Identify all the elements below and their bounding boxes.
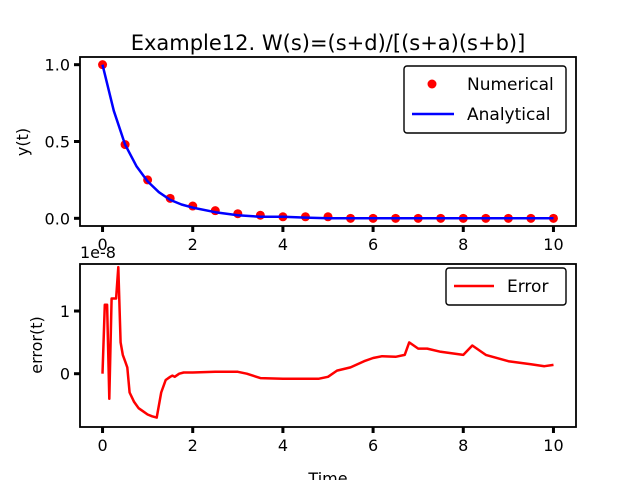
- legend-label-numerical: Numerical: [467, 75, 554, 95]
- bot-xtick-label-10: 10: [543, 436, 563, 455]
- bottom-legend-box: [445, 267, 567, 306]
- bot-xtick-label-2: 2: [188, 436, 198, 455]
- series-line-error: [101, 265, 554, 419]
- top-series: [98, 60, 558, 223]
- bottom-axes-frame: [79, 263, 577, 428]
- point-numerical-10: [323, 212, 333, 222]
- top-xtick-label-6: 6: [368, 235, 378, 254]
- top-xticks: 0 2 4 6 8 10: [97, 226, 564, 254]
- top-legend: Numerical Analytical: [403, 65, 567, 134]
- bottom-xlabel: Time: [307, 469, 347, 480]
- top-xtick-label-8: 8: [458, 235, 468, 254]
- top-ytick-label-2: 1.0: [45, 56, 70, 75]
- legend-label-error: Error: [507, 277, 548, 297]
- bottom-series: [101, 265, 554, 419]
- top-chart-title: Example12. W(s)=(s+d)/[(s+a)(s+b)]: [131, 31, 526, 55]
- bot-xtick-label-0: 0: [97, 436, 107, 455]
- bot-ytick-label-1: 1: [60, 302, 70, 321]
- series-line-analytical: [101, 64, 554, 220]
- top-legend-box: [403, 65, 567, 134]
- top-xtick-label-2: 2: [188, 235, 198, 254]
- bottom-axes: 0 2 4 6 8 10 01 1e-8 error(t) Time Error: [27, 243, 577, 480]
- bottom-yticks: 01: [60, 302, 80, 384]
- point-numerical-7: [255, 210, 265, 220]
- bottom-xticks: 0 2 4 6 8 10: [97, 427, 564, 455]
- top-xtick-label-4: 4: [278, 235, 288, 254]
- legend-label-analytical: Analytical: [467, 105, 550, 125]
- bottom-ylabel: error(t): [27, 316, 46, 374]
- top-ytick-label-0: 0.0: [45, 209, 70, 228]
- bottom-legend: Error: [445, 267, 567, 306]
- top-ylabel: y(t): [13, 128, 32, 156]
- top-xtick-label-10: 10: [543, 235, 563, 254]
- bot-xtick-label-4: 4: [278, 436, 288, 455]
- bot-xtick-label-8: 8: [458, 436, 468, 455]
- top-xtick-label-0: 0: [97, 235, 107, 254]
- top-axes: 0 2 4 6 8 10 0.0 0.5 1.0 Example12. W(s)=(s+d)/…: [13, 31, 577, 254]
- top-ytick-label-1: 0.5: [45, 133, 70, 152]
- bot-ytick-label-0: 0: [60, 365, 70, 384]
- point-numerical-0: [98, 60, 108, 70]
- bot-xtick-label-6: 6: [368, 436, 378, 455]
- top-yticks: 0.0 0.5 1.0: [45, 56, 80, 228]
- bottom-offset-text: 1e-8: [80, 243, 116, 262]
- legend-marker-numerical: [427, 79, 437, 89]
